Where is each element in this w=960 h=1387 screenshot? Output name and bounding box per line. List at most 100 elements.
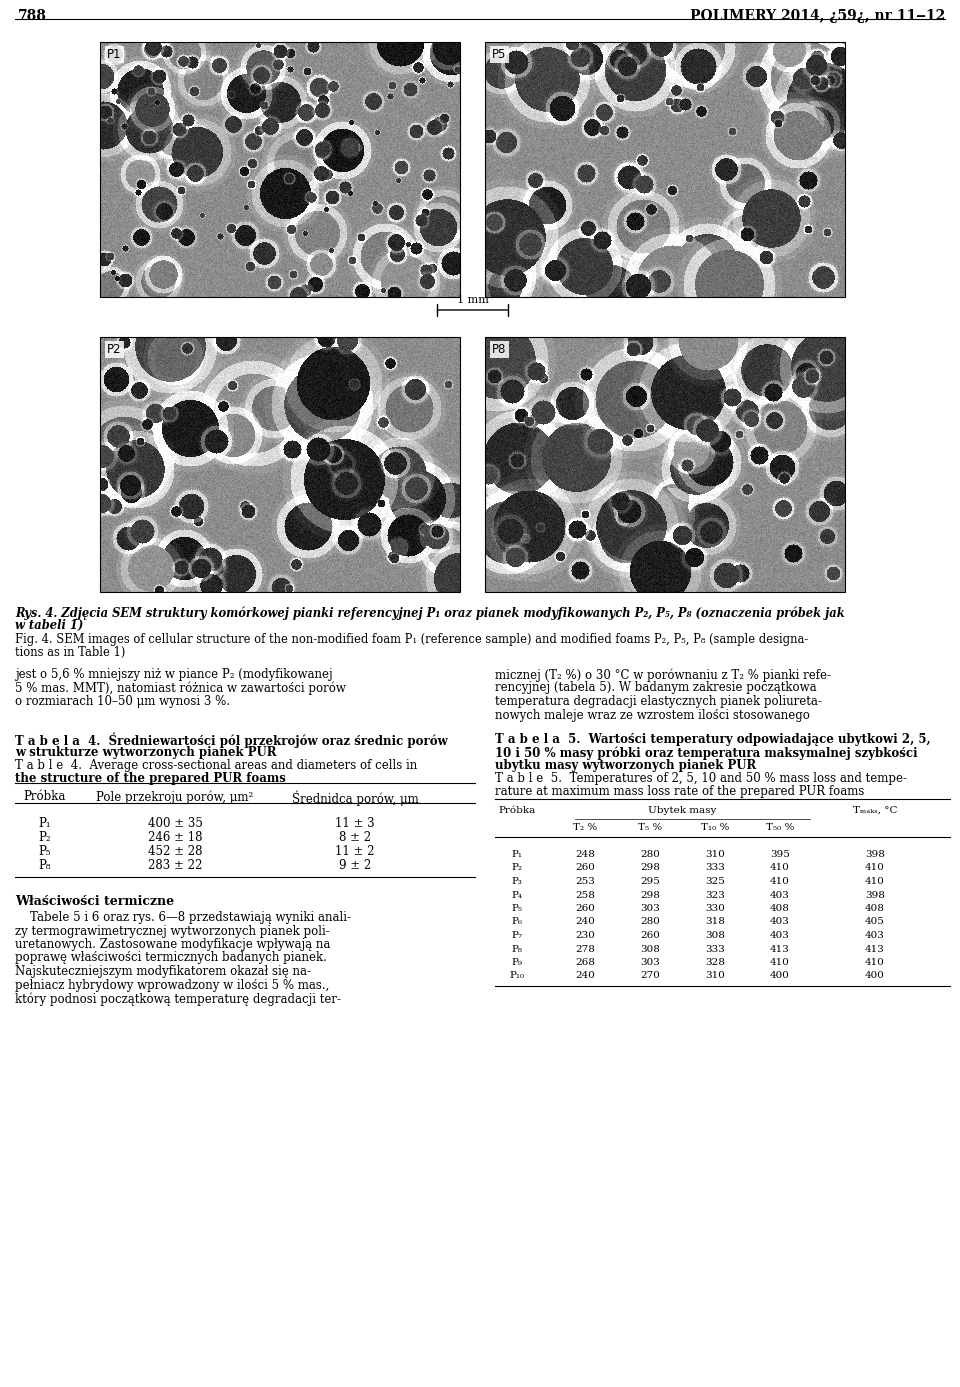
- Text: 325: 325: [705, 877, 725, 886]
- Text: 410: 410: [770, 877, 790, 886]
- Text: 788: 788: [18, 8, 47, 24]
- Text: 10 i 50 % masy próbki oraz temperatura maksymalnej szybkości: 10 i 50 % masy próbki oraz temperatura m…: [495, 746, 918, 760]
- Text: P₇: P₇: [512, 931, 522, 940]
- Text: 403: 403: [770, 890, 790, 900]
- Text: Fig. 4. SEM images of cellular structure of the non-modified foam P₁ (reference : Fig. 4. SEM images of cellular structure…: [15, 632, 808, 646]
- Text: ubytku masy wytworzonych pianek PUR: ubytku masy wytworzonych pianek PUR: [495, 759, 756, 773]
- Text: 400 ± 35: 400 ± 35: [148, 817, 203, 829]
- Text: T₂ %: T₂ %: [573, 822, 597, 832]
- Bar: [485, 42, 845, 297]
- Text: T a b e l a  5.  Wartości temperatury odpowiadające ubytkowi 2, 5,: T a b e l a 5. Wartości temperatury odpo…: [495, 732, 930, 746]
- Text: 308: 308: [640, 945, 660, 953]
- Text: T a b l e  5.  Temperatures of 2, 5, 10 and 50 % mass loss and tempe-: T a b l e 5. Temperatures of 2, 5, 10 an…: [495, 773, 907, 785]
- Text: 295: 295: [640, 877, 660, 886]
- Text: 11 ± 2: 11 ± 2: [335, 845, 374, 859]
- Text: który podnosi początkową temperaturę degradacji ter-: który podnosi początkową temperaturę deg…: [15, 992, 341, 1006]
- Text: T₅ %: T₅ %: [637, 822, 662, 832]
- Text: P5: P5: [492, 49, 506, 61]
- Text: 246 ± 18: 246 ± 18: [148, 831, 203, 845]
- Text: P₂: P₂: [38, 831, 51, 845]
- Text: P1: P1: [107, 49, 122, 61]
- Text: jest o 5,6 % mniejszy niż w piance P₂ (modyfikowanej: jest o 5,6 % mniejszy niż w piance P₂ (m…: [15, 669, 332, 681]
- Text: 330: 330: [705, 904, 725, 913]
- Text: 403: 403: [770, 931, 790, 940]
- Text: 240: 240: [575, 917, 595, 927]
- Text: w strukturze wytworzonych pianek PUR: w strukturze wytworzonych pianek PUR: [15, 746, 276, 759]
- Text: 408: 408: [865, 904, 885, 913]
- Text: 283 ± 22: 283 ± 22: [148, 859, 203, 872]
- Text: 303: 303: [640, 904, 660, 913]
- Text: 260: 260: [640, 931, 660, 940]
- Text: 395: 395: [770, 850, 790, 859]
- Text: uretanowych. Zastosowane modyfikacje wpływają na: uretanowych. Zastosowane modyfikacje wpł…: [15, 938, 330, 951]
- Bar: [100, 337, 460, 592]
- Text: P₁: P₁: [38, 817, 51, 829]
- Text: 268: 268: [575, 958, 595, 967]
- Text: 8 ± 2: 8 ± 2: [339, 831, 372, 845]
- Text: Ubytek masy: Ubytek masy: [648, 806, 717, 816]
- Text: 410: 410: [865, 864, 885, 872]
- Text: P₆: P₆: [512, 917, 522, 927]
- Text: P₅: P₅: [38, 845, 51, 859]
- Bar: [100, 42, 460, 297]
- Text: 410: 410: [770, 864, 790, 872]
- Text: P₃: P₃: [512, 877, 522, 886]
- Text: 308: 308: [705, 931, 725, 940]
- Text: Próbka: Próbka: [24, 791, 66, 803]
- Text: Pole przekroju porów, μm²: Pole przekroju porów, μm²: [96, 791, 253, 803]
- Text: POLIMERY 2014, ¿59¿, nr 11‒12: POLIMERY 2014, ¿59¿, nr 11‒12: [689, 8, 945, 24]
- Text: 410: 410: [770, 958, 790, 967]
- Text: Rys. 4. Zdjęcia SEM struktury komórkowej pianki referencyjnej P₁ oraz pianek mod: Rys. 4. Zdjęcia SEM struktury komórkowej…: [15, 606, 845, 620]
- Text: Tabele 5 i 6 oraz rys. 6—8 przedstawiają wyniki anali-: Tabele 5 i 6 oraz rys. 6—8 przedstawiają…: [15, 911, 351, 924]
- Text: Średnidca porów, μm: Średnidca porów, μm: [292, 791, 419, 806]
- Text: P₈: P₈: [512, 945, 522, 953]
- Text: o rozmiarach 10–50 μm wynosi 3 %.: o rozmiarach 10–50 μm wynosi 3 %.: [15, 695, 230, 707]
- Text: pełniacz hybrydowy wprowadzony w ilości 5 % mas.,: pełniacz hybrydowy wprowadzony w ilości …: [15, 978, 329, 992]
- Text: 298: 298: [640, 890, 660, 900]
- Bar: [485, 337, 845, 592]
- Text: poprawę właściwości termicznych badanych pianek.: poprawę właściwości termicznych badanych…: [15, 951, 326, 964]
- Text: 400: 400: [865, 971, 885, 981]
- Text: Tₘₐₖₛ, °C: Tₘₐₖₛ, °C: [852, 806, 898, 816]
- Text: P₅: P₅: [512, 904, 522, 913]
- Text: 278: 278: [575, 945, 595, 953]
- Text: 230: 230: [575, 931, 595, 940]
- Text: 248: 248: [575, 850, 595, 859]
- Text: 405: 405: [865, 917, 885, 927]
- Text: 270: 270: [640, 971, 660, 981]
- Text: 280: 280: [640, 917, 660, 927]
- Text: temperatura degradacji elastycznych pianek poliureta-: temperatura degradacji elastycznych pian…: [495, 695, 822, 707]
- Text: T₅₀ %: T₅₀ %: [766, 822, 794, 832]
- Text: 9 ± 2: 9 ± 2: [339, 859, 372, 872]
- Text: 310: 310: [705, 971, 725, 981]
- Text: 310: 310: [705, 850, 725, 859]
- Text: 410: 410: [865, 877, 885, 886]
- Text: 452 ± 28: 452 ± 28: [148, 845, 203, 859]
- Text: P₉: P₉: [512, 958, 522, 967]
- Text: 298: 298: [640, 864, 660, 872]
- Text: 258: 258: [575, 890, 595, 900]
- Text: P₁₀: P₁₀: [510, 971, 524, 981]
- Text: zy termograwimetrycznej wytworzonych pianek poli-: zy termograwimetrycznej wytworzonych pia…: [15, 925, 329, 938]
- Text: 398: 398: [865, 850, 885, 859]
- Text: w tabeli 1): w tabeli 1): [15, 619, 84, 632]
- Text: 1 mm: 1 mm: [457, 295, 489, 305]
- Text: nowych maleje wraz ze wzrostem ilości stosowanego: nowych maleje wraz ze wzrostem ilości st…: [495, 709, 810, 721]
- Text: the structure of the prepared PUR foams: the structure of the prepared PUR foams: [15, 773, 286, 785]
- Text: T₁₀ %: T₁₀ %: [701, 822, 730, 832]
- Text: P8: P8: [492, 343, 506, 356]
- Text: 410: 410: [865, 958, 885, 967]
- Text: 413: 413: [865, 945, 885, 953]
- Text: 318: 318: [705, 917, 725, 927]
- Text: Właściwości termiczne: Właściwości termiczne: [15, 895, 174, 908]
- Text: 260: 260: [575, 904, 595, 913]
- Text: P₁: P₁: [512, 850, 522, 859]
- Text: 413: 413: [770, 945, 790, 953]
- Text: 323: 323: [705, 890, 725, 900]
- Text: 253: 253: [575, 877, 595, 886]
- Text: 333: 333: [705, 864, 725, 872]
- Text: rencyjnej (tabela 5). W badanym zakresie początkowa: rencyjnej (tabela 5). W badanym zakresie…: [495, 681, 817, 695]
- Text: P₂: P₂: [512, 864, 522, 872]
- Text: tions as in Table 1): tions as in Table 1): [15, 646, 126, 659]
- Text: P2: P2: [107, 343, 122, 356]
